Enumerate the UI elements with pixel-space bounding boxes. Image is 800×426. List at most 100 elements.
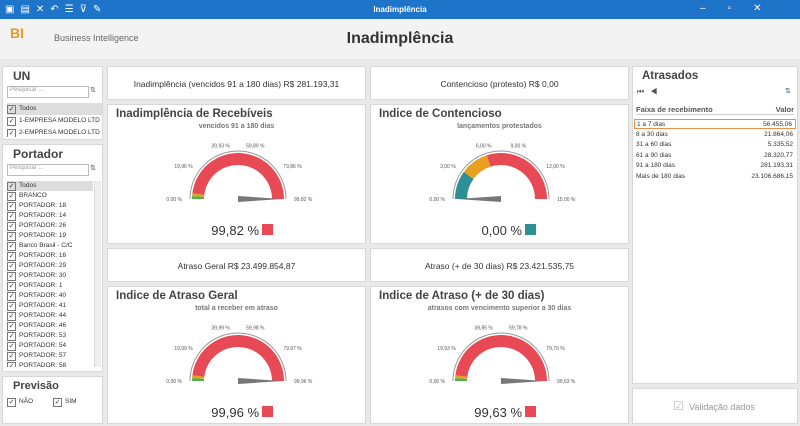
option-label: SIM (65, 398, 77, 405)
filter-item[interactable]: ✓ PORTADOR: 14 (7, 211, 93, 221)
option-label: NÃO (19, 398, 34, 405)
gauge-outline (452, 332, 550, 382)
checkbox[interactable]: ✓ (7, 262, 16, 271)
validation-icon: ☑ (673, 399, 684, 413)
filter-item[interactable]: ✓ Todos (7, 103, 102, 115)
checkbox[interactable]: ✓ (7, 272, 16, 281)
filter-item[interactable]: ✓ PORTADOR: 57 (7, 351, 93, 361)
checkbox[interactable]: ✓ (7, 222, 16, 231)
item-label: PORTADOR: 29 (19, 262, 67, 269)
filter-item[interactable]: ✓ PORTADOR: 53 (7, 331, 93, 341)
gauge-tick-label: 59,98 % (246, 326, 265, 332)
column-header: Faixa de recebimento (636, 105, 739, 115)
checkbox[interactable]: ✓ (7, 129, 16, 137)
checkbox[interactable]: ✓ (7, 398, 16, 407)
checkbox[interactable]: ✓ (7, 117, 16, 126)
filter-item[interactable]: ✓ PORTADOR: 1 (7, 281, 93, 291)
filter-item[interactable]: ✓ PORTADOR: 41 (7, 301, 93, 311)
checkbox[interactable]: ✓ (7, 362, 16, 367)
checkbox[interactable]: ✓ (7, 182, 16, 191)
checkbox[interactable]: ✓ (7, 292, 16, 301)
checkbox[interactable]: ✓ (7, 192, 16, 201)
table-row[interactable]: 91 a 180 dias 281.193,31 (634, 161, 796, 171)
filter-item[interactable]: ✓ PORTADOR: 40 (7, 291, 93, 301)
filter-item[interactable]: ✓ PORTADOR: 19 (7, 231, 93, 241)
filter-item[interactable]: ✓ PORTADOR: 54 (7, 341, 93, 351)
filter-item[interactable]: ✓ PORTADOR: 18 (7, 201, 93, 211)
sort-button[interactable]: ⇅ (90, 87, 96, 94)
table-row[interactable]: 31 a 60 dias 5.335,52 (634, 140, 796, 150)
checkbox[interactable]: ✓ (7, 232, 16, 241)
checkbox[interactable]: ✓ (7, 202, 16, 211)
item-label: PORTADOR: 46 (19, 322, 67, 329)
table-row[interactable]: Mais de 180 dias 23.106.686,15 (634, 172, 796, 182)
gauge-value: 0,00 % (482, 223, 523, 238)
nav-buttons[interactable]: ⏮◀ (637, 87, 664, 96)
checkbox[interactable]: ✓ (7, 105, 16, 114)
gauge-card: Indice de Atraso Geral total a receber em… (107, 286, 366, 424)
table-row[interactable]: 1 a 7 dias 56.455,06 (634, 119, 796, 129)
gauge-tick-label: 99,96 % (294, 379, 313, 385)
filter-item[interactable]: ✓ PORTADOR: 58 (7, 361, 93, 367)
checkbox[interactable]: ✓ (53, 398, 62, 407)
gauge-tick-label: 59,78 % (509, 326, 528, 332)
filter-item[interactable]: ✓ Banco Brasil - C/C (7, 241, 93, 251)
sort-button[interactable]: ⇅ (785, 88, 791, 95)
filter-item[interactable]: ✓ PORTADOR: 26 (7, 221, 93, 231)
cell: 5.335,52 (767, 141, 793, 148)
item-label: PORTADOR: 41 (19, 302, 67, 309)
filter-item[interactable]: ✓ PORTADOR: 46 (7, 321, 93, 331)
filter-item[interactable]: ✓ 1-EMPRESA MODELO LTD (7, 115, 102, 127)
checkbox[interactable]: ✓ (7, 252, 16, 261)
gauge-tick-label: 0,00 % (166, 379, 182, 385)
item-label: PORTADOR: 18 (19, 202, 67, 209)
gauge-color-square (262, 406, 273, 417)
checkbox[interactable]: ✓ (7, 242, 16, 251)
checkbox[interactable]: ✓ (7, 312, 16, 321)
checkbox[interactable]: ✓ (7, 212, 16, 221)
filter-item[interactable]: ✓ PORTADOR: 16 (7, 251, 93, 261)
checkbox[interactable]: ✓ (7, 282, 16, 291)
filter-item[interactable]: ✓ BRANCO (7, 191, 93, 201)
page-title: Inadimplência (346, 30, 454, 47)
checkbox[interactable]: ✓ (7, 332, 16, 341)
item-label: PORTADOR: 40 (19, 292, 67, 299)
filter-item[interactable]: ✓ PORTADOR: 44 (7, 311, 93, 321)
gauge-color-square (525, 224, 536, 235)
gauge-tick-label: 79,97 % (283, 346, 302, 352)
checkbox[interactable]: ✓ (7, 322, 16, 331)
gauge-title: Indice de Contencioso (379, 108, 502, 120)
search-box[interactable]: Pesquisar ... (7, 164, 89, 176)
gauge-tick-label: 15,00 % (557, 197, 576, 203)
checkbox[interactable]: ✓ (7, 342, 16, 351)
checkbox[interactable]: ✓ (7, 352, 16, 361)
table-row[interactable]: 8 a 30 dias 21.864,06 (634, 130, 796, 140)
validation-button[interactable]: ☑ Validação dados (632, 388, 798, 424)
gauge-band (455, 171, 474, 199)
kpi-text: Inadimplência (vencidos 91 a 180 dias) R… (133, 79, 340, 89)
item-label: BRANCO (19, 192, 47, 199)
search-box[interactable]: Pesquisar ... (7, 86, 89, 98)
previsao-option[interactable]: ✓ SIM (53, 398, 77, 407)
kpi-card: Inadimplência (vencidos 91 a 180 dias) R… (107, 66, 366, 100)
gauge-color-square (525, 406, 536, 417)
window-controls[interactable]: –▫✕ (700, 3, 784, 14)
filter-title: Portador (13, 147, 64, 161)
toolbar-icons[interactable]: ▣▤✕↶☰⊽✎ (5, 4, 108, 15)
filter-item[interactable]: ✓ 2-EMPRESA MODELO LTD (7, 127, 102, 137)
filter-item[interactable]: ✓ Todos (7, 181, 93, 191)
filter-item[interactable]: ✓ PORTADOR: 29 (7, 261, 93, 271)
filter-item[interactable]: ✓ PORTADOR: 30 (7, 271, 93, 281)
gauge-value: 99,96 % (211, 405, 259, 420)
gauge-band (455, 378, 468, 381)
gauge-color-square (262, 224, 273, 235)
previsao-option[interactable]: ✓ NÃO (7, 398, 33, 407)
gauge-band (463, 155, 491, 180)
item-label: PORTADOR: 57 (19, 352, 67, 359)
gauge-tick-label: 3,00 % (440, 164, 456, 170)
item-label: PORTADOR: 26 (19, 222, 67, 229)
table-row[interactable]: 61 a 90 dias 28.320,77 (634, 151, 796, 161)
checkbox[interactable]: ✓ (7, 302, 16, 311)
gauge-subtitle: vencidos 91 a 180 dias (198, 123, 275, 130)
sort-button[interactable]: ⇅ (90, 165, 96, 172)
